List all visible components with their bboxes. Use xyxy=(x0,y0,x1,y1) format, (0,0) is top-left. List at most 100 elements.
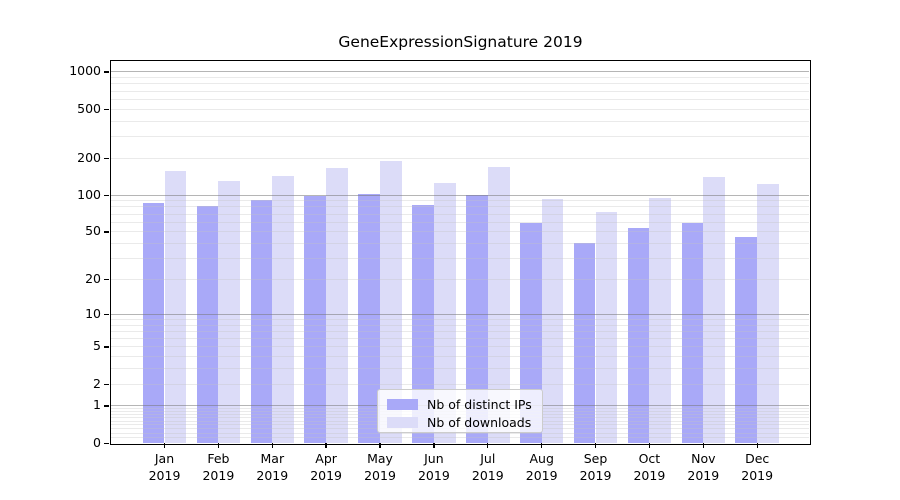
bar-downloads-dec xyxy=(757,184,779,443)
bar-distinct-ips-sep xyxy=(573,243,596,443)
chart-title: GeneExpressionSignature 2019 xyxy=(338,33,583,51)
x-tick-label-jan: Jan 2019 xyxy=(148,451,181,483)
bar-distinct-ips-mar xyxy=(250,200,273,443)
minor-gridline xyxy=(111,338,809,339)
y-tick-mark xyxy=(104,313,109,316)
x-tick-mark xyxy=(487,443,489,448)
bar-distinct-ips-apr xyxy=(304,195,327,443)
minor-gridline xyxy=(111,120,809,122)
x-tick-label-may: May 2019 xyxy=(364,451,396,483)
x-tick-mark xyxy=(325,443,327,448)
minor-gridline xyxy=(111,213,809,215)
bar-distinct-ips-nov xyxy=(681,223,704,443)
bar-downloads-apr xyxy=(326,167,348,443)
x-tick-mark xyxy=(271,443,273,448)
minor-gridline xyxy=(111,221,809,223)
x-tick-mark xyxy=(648,443,651,448)
minor-gridline xyxy=(111,356,809,357)
bar-downloads-jul xyxy=(487,166,510,443)
y-tick-mark xyxy=(104,405,109,407)
x-tick-label-oct: Oct 2019 xyxy=(633,451,666,483)
minor-gridline xyxy=(111,157,809,159)
minor-gridline xyxy=(111,231,809,233)
bar-downloads-feb xyxy=(218,181,241,443)
minor-gridline xyxy=(111,90,809,92)
legend-swatch-downloads xyxy=(387,416,418,428)
minor-gridline xyxy=(111,330,809,332)
x-tick-label-aug: Aug 2019 xyxy=(525,451,558,483)
bar-downloads-aug xyxy=(541,199,564,443)
minor-gridline xyxy=(111,200,809,202)
x-tick-label-apr: Apr 2019 xyxy=(310,451,342,483)
y-tick-mark xyxy=(104,157,109,159)
x-tick-mark xyxy=(594,443,597,448)
minor-gridline xyxy=(111,437,809,439)
bar-distinct-ips-feb xyxy=(196,206,219,443)
x-tick-mark xyxy=(379,443,381,448)
y-tick-label: 500 xyxy=(77,100,101,116)
y-tick-label: 0 xyxy=(93,434,101,450)
minor-gridline xyxy=(111,108,809,110)
bar-downloads-mar xyxy=(272,176,295,443)
bar-downloads-jan xyxy=(164,170,187,443)
y-tick-label: 5 xyxy=(93,338,101,354)
x-tick-mark xyxy=(163,443,166,448)
y-tick-mark xyxy=(104,108,109,110)
major-gridline xyxy=(111,71,809,73)
minor-gridline xyxy=(111,135,809,137)
minor-gridline xyxy=(111,77,809,78)
minor-gridline xyxy=(111,206,809,208)
bar-downloads-jun xyxy=(433,183,456,443)
y-tick-label: 20 xyxy=(85,270,101,286)
x-tick-label-nov: Nov 2019 xyxy=(687,451,720,483)
x-tick-mark xyxy=(217,443,220,448)
major-gridline xyxy=(111,313,809,315)
x-tick-mark xyxy=(756,443,758,448)
bar-distinct-ips-aug xyxy=(519,222,542,443)
legend-label-distinct-ips: Nb of distinct IPs xyxy=(427,396,532,412)
plot-inner: 0 1 2 5 10 20 50 100 200 500 1000 Jan 2019 Feb 2019 Ma… xyxy=(69,61,809,483)
y-tick-label: 2 xyxy=(93,375,101,391)
plot-area: 0 1 2 5 10 20 50 100 200 500 1000 Jan 2019 Feb 2019 Ma… xyxy=(69,60,811,483)
bar-distinct-ips-oct xyxy=(627,228,650,443)
y-tick-label: 50 xyxy=(85,223,101,239)
y-tick-label: 100 xyxy=(77,186,101,202)
y-tick-label: 200 xyxy=(77,149,101,165)
bar-downloads-nov xyxy=(703,177,726,443)
y-tick-mark xyxy=(104,231,109,233)
bar-downloads-may xyxy=(380,161,402,443)
x-tick-label-mar: Mar 2019 xyxy=(256,451,289,483)
x-tick-label-sep: Sep 2019 xyxy=(579,451,612,483)
legend-swatch-distinct-ips xyxy=(387,398,418,410)
y-tick-mark xyxy=(104,383,109,385)
bar-downloads-oct xyxy=(649,198,672,443)
x-tick-label-jul: Jul 2019 xyxy=(471,451,504,483)
bar-distinct-ips-dec xyxy=(735,236,758,443)
minor-gridline xyxy=(111,258,809,259)
x-tick-label-dec: Dec 2019 xyxy=(741,451,774,483)
minor-gridline xyxy=(111,243,809,244)
minor-gridline xyxy=(111,368,809,369)
major-gridline xyxy=(111,194,809,196)
minor-gridline xyxy=(111,383,809,385)
y-tick-label: 10 xyxy=(85,305,101,321)
minor-gridline xyxy=(111,432,809,434)
x-tick-mark xyxy=(433,443,435,448)
y-tick-mark xyxy=(104,442,109,444)
bar-distinct-ips-jul xyxy=(466,194,488,443)
y-tick-mark xyxy=(104,346,109,348)
bar-downloads-sep xyxy=(595,212,618,443)
x-tick-label-jun: Jun 2019 xyxy=(417,451,450,483)
x-tick-label-feb: Feb 2019 xyxy=(202,451,235,483)
x-tick-mark xyxy=(702,443,704,448)
legend-label-downloads: Nb of downloads xyxy=(427,414,532,430)
y-tick-label: 1000 xyxy=(69,63,101,79)
bar-distinct-ips-jun xyxy=(412,204,434,443)
bar-distinct-ips-may xyxy=(358,194,380,443)
y-tick-mark xyxy=(104,194,109,196)
y-tick-mark xyxy=(104,278,109,281)
y-tick-mark xyxy=(104,71,109,73)
legend: Nb of distinct IPs Nb of downloads xyxy=(377,389,543,433)
minor-gridline xyxy=(111,83,809,85)
